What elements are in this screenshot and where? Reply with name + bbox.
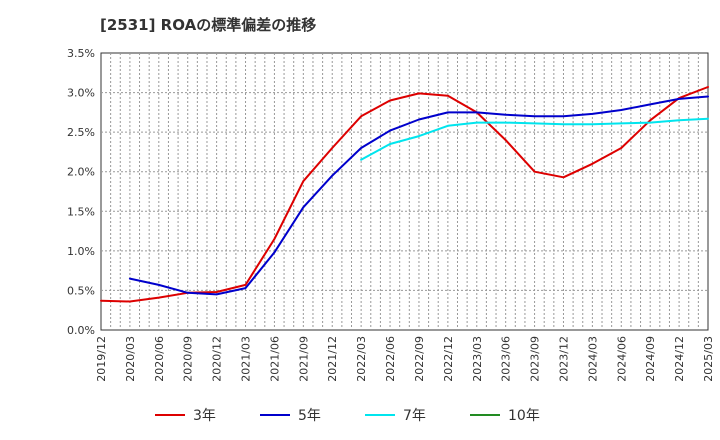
plot-area [100, 52, 709, 331]
x-tick-label: 2020/06 [153, 336, 166, 382]
x-tick-label: 2023/09 [529, 336, 542, 382]
x-tick-label: 2024/06 [615, 336, 628, 382]
y-tick-label: 3.5% [67, 47, 95, 60]
y-tick-label: 1.5% [67, 205, 95, 218]
x-tick-label: 2022/03 [355, 336, 368, 382]
legend-label: 10年 [508, 408, 540, 424]
legend-label: 7年 [403, 408, 426, 424]
y-tick-label: 2.0% [67, 166, 95, 179]
x-tick-label: 2023/03 [471, 336, 484, 382]
legend-label: 3年 [193, 408, 216, 424]
x-tick-label: 2021/03 [240, 336, 253, 382]
x-tick-label: 2022/06 [384, 336, 397, 382]
x-tick-label: 2024/03 [586, 336, 599, 382]
y-tick-label: 3.0% [67, 87, 95, 100]
x-tick-label: 2020/09 [182, 336, 195, 382]
x-tick-label: 2021/09 [297, 336, 310, 382]
x-tick-label: 2024/12 [673, 336, 686, 382]
x-tick-label: 2021/12 [326, 336, 339, 382]
y-tick-label: 0.5% [67, 284, 95, 297]
y-tick-label: 0.0% [67, 324, 95, 337]
x-tick-label: 2020/12 [211, 336, 224, 382]
x-tick-label: 2022/12 [442, 336, 455, 382]
x-tick-label: 2021/06 [268, 336, 281, 382]
y-tick-label: 1.0% [67, 245, 95, 258]
y-tick-label: 2.5% [67, 126, 95, 139]
x-tick-label: 2024/09 [644, 336, 657, 382]
series-line-7年 [360, 117, 709, 161]
series-line-3年 [100, 86, 709, 303]
legend-label: 5年 [298, 408, 321, 424]
x-tick-label: 2023/12 [557, 336, 570, 382]
chart-title: [2531] ROAの標準偏差の推移 [100, 16, 317, 34]
x-tick-label: 2020/03 [124, 336, 137, 382]
series-line-5年 [128, 95, 709, 296]
x-tick-label: 2019/12 [95, 336, 108, 382]
x-tick-label: 2022/09 [413, 336, 426, 382]
x-tick-label: 2025/03 [702, 336, 715, 382]
x-tick-label: 2023/06 [500, 336, 513, 382]
